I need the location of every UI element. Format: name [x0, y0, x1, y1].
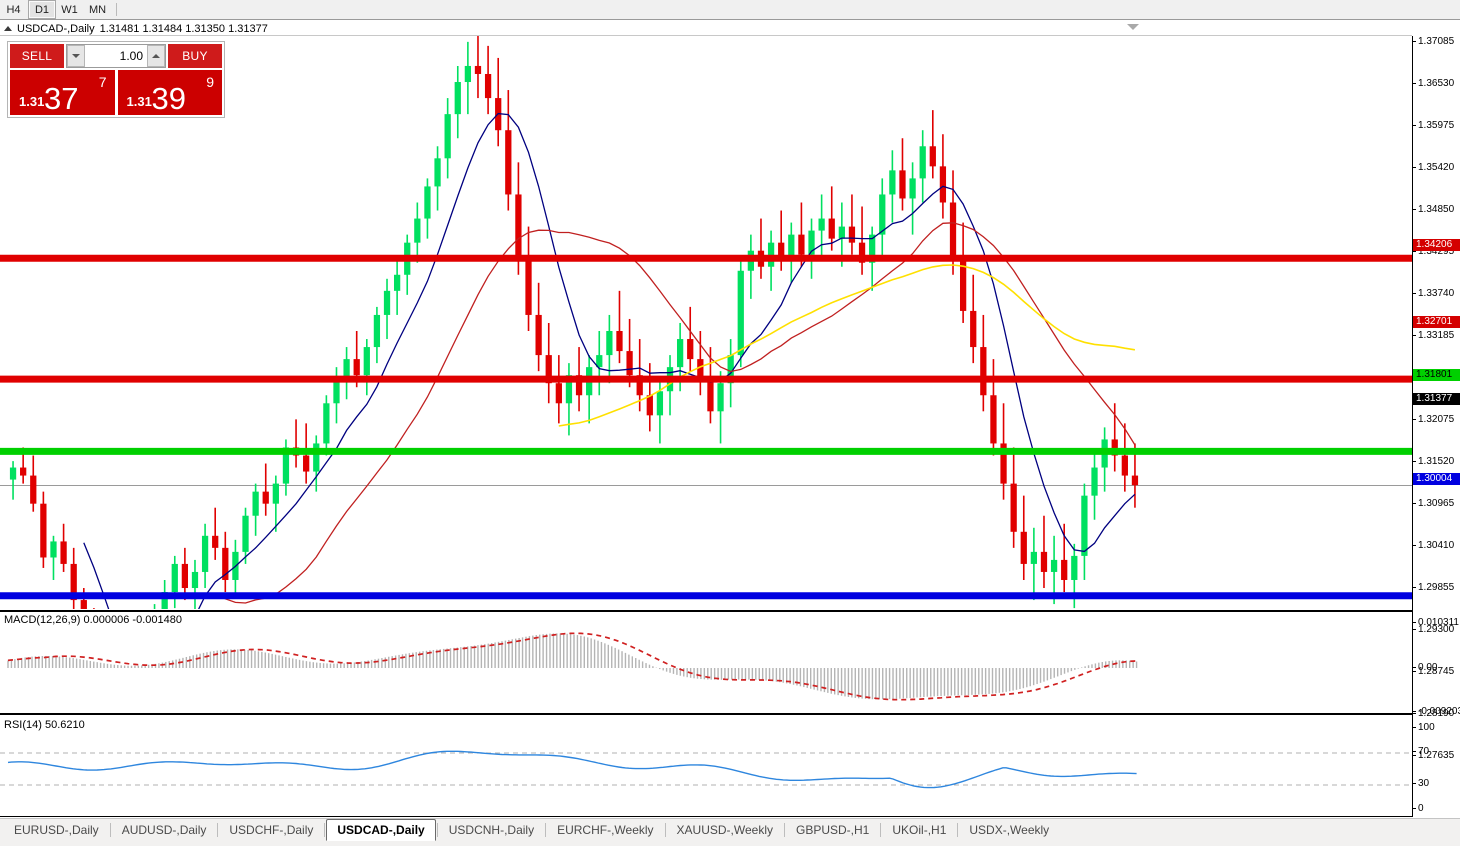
tab-divider — [784, 823, 785, 837]
tab-divider — [545, 823, 547, 837]
price-tick-label: 1.33185 — [1413, 330, 1460, 341]
one-click-trade-panel[interactable]: SELL 1.00 BUY 1.31 37 7 1.31 39 9 — [7, 41, 225, 118]
rsi-pane[interactable]: RSI(14) 50.6210 — [0, 717, 1412, 817]
timeframe-button-h4[interactable]: H4 — [6, 3, 21, 16]
volume-decrement-button[interactable] — [67, 45, 85, 67]
price-level-badge: 1.34206 — [1413, 239, 1460, 251]
chart-tab[interactable]: XAUUSD-,Weekly — [676, 823, 773, 837]
price-tick-label: 1.36530 — [1413, 78, 1460, 89]
sell-button[interactable]: SELL — [10, 44, 64, 68]
macd-tick-label: 0.010311 — [1413, 617, 1460, 628]
price-scale[interactable]: 1.37085 1.36530 1.35975 1.35420 1.34850 1.342… — [1412, 36, 1460, 817]
buy-button[interactable]: BUY — [168, 44, 222, 68]
chevron-down-icon[interactable] — [1127, 24, 1139, 30]
sell-price-display[interactable]: 1.31 37 7 — [10, 70, 115, 115]
timeframe-button-d1[interactable]: D1 — [28, 0, 56, 19]
tab-divider — [217, 823, 219, 837]
toolbar-divider — [116, 3, 117, 16]
chevron-down-icon — [72, 54, 80, 58]
price-tick-label: 1.34295 — [1413, 246, 1460, 257]
header-divider — [0, 35, 1412, 36]
price-tick-label: 1.28745 — [1413, 666, 1460, 677]
chart-tab[interactable]: UKOil-,H1 — [892, 823, 947, 837]
timeframe-button-mn[interactable]: MN — [88, 3, 107, 16]
chart-tab-bar[interactable]: EURUSD-,Daily AUDUSD-,Daily USDCHF-,Daily U… — [0, 818, 1460, 846]
timeframe-toolbar: H4 D1 W1 MN — [0, 0, 1460, 20]
price-tick-label: 1.37085 — [1413, 36, 1460, 47]
price-chart-svg — [0, 36, 1412, 609]
chart-tab[interactable]: EURUSD-,Daily — [14, 823, 99, 837]
sell-price-fraction: 7 — [98, 74, 107, 90]
buy-price-fraction: 9 — [206, 74, 214, 90]
chart-tab[interactable]: USDCAD-,Daily — [326, 819, 436, 841]
price-level-badge: 1.30004 — [1413, 473, 1460, 485]
timeframe-button-w1[interactable]: W1 — [61, 3, 78, 16]
rsi-chart-svg — [0, 750, 1412, 789]
chart-tab[interactable]: USDX-,Weekly — [969, 823, 1050, 837]
volume-stepper[interactable]: 1.00 — [66, 44, 166, 68]
tab-divider — [664, 823, 666, 837]
sell-price-prefix: 1.31 — [19, 94, 45, 109]
chart-tab[interactable]: USDCNH-,Daily — [448, 823, 535, 837]
oct-top-row: SELL 1.00 BUY — [8, 42, 224, 70]
price-level-badge: 1.31377 — [1413, 393, 1460, 405]
rsi-tick-label: 70 — [1413, 746, 1460, 757]
macd-pane[interactable]: MACD(12,26,9) 0.000006 -0.001480 — [0, 610, 1412, 715]
buy-price-big: 39 — [151, 81, 186, 116]
price-tick-label: 1.31520 — [1413, 456, 1460, 467]
price-tick-label: 1.27635 — [1413, 750, 1460, 761]
chevron-up-icon — [152, 54, 160, 58]
rsi-tick-label: 100 — [1413, 722, 1460, 733]
macd-tick-label: -0.009203 — [1413, 706, 1460, 717]
macd-chart-svg — [7, 632, 1138, 701]
price-tick-label: 1.32075 — [1413, 414, 1460, 425]
price-tick-label: 1.30410 — [1413, 540, 1460, 551]
price-tick-label: 1.33740 — [1413, 288, 1460, 299]
triangle-up-icon — [4, 26, 12, 31]
rsi-tick-label: 30 — [1413, 778, 1460, 789]
price-tick-label: 1.34850 — [1413, 204, 1460, 215]
tab-divider — [109, 823, 111, 837]
chart-symbol-period: USDCAD-,Daily — [17, 22, 95, 35]
price-level-badge: 1.32701 — [1413, 316, 1460, 328]
chart-tab[interactable]: GBPUSD-,H1 — [796, 823, 870, 837]
buy-price-display[interactable]: 1.31 39 9 — [117, 70, 222, 116]
chart-window: USDCAD-,Daily 1.31481 1.31484 1.31350 1.… — [0, 21, 1460, 833]
price-tick-label: 1.35975 — [1413, 120, 1460, 131]
price-tick-label: 1.28190 — [1413, 708, 1460, 719]
buy-price-prefix: 1.31 — [126, 94, 152, 109]
tab-divider — [957, 823, 959, 837]
macd-tick-label: 0.00 — [1413, 662, 1460, 673]
price-tick-label: 1.30965 — [1413, 498, 1460, 509]
volume-increment-button[interactable] — [147, 45, 165, 67]
tab-divider — [324, 823, 326, 837]
macd-label: MACD(12,26,9) 0.000006 -0.001480 — [4, 614, 182, 626]
oct-price-row: 1.31 37 7 1.31 39 9 — [8, 70, 224, 117]
price-tick-label: 1.29300 — [1413, 624, 1460, 635]
tab-divider — [436, 823, 438, 837]
chart-tab[interactable]: AUDUSD-,Daily — [121, 823, 207, 837]
volume-input[interactable]: 1.00 — [85, 45, 147, 67]
sell-price-big: 37 — [44, 81, 79, 116]
chart-tab[interactable]: USDCHF-,Daily — [229, 823, 314, 837]
chart-ohlc-values: 1.31481 1.31484 1.31350 1.31377 — [99, 22, 268, 35]
chart-header: USDCAD-,Daily 1.31481 1.31484 1.31350 1.… — [0, 22, 1412, 35]
chart-tab[interactable]: EURCHF-,Weekly — [557, 823, 654, 837]
price-pane[interactable] — [0, 36, 1412, 609]
price-tick-label: 1.29855 — [1413, 582, 1460, 593]
price-level-badge: 1.31801 — [1413, 369, 1460, 381]
rsi-label: RSI(14) 50.6210 — [4, 719, 85, 731]
price-tick-label: 1.35420 — [1413, 162, 1460, 173]
rsi-tick-label: 0 — [1413, 803, 1460, 814]
tab-divider — [880, 823, 882, 837]
